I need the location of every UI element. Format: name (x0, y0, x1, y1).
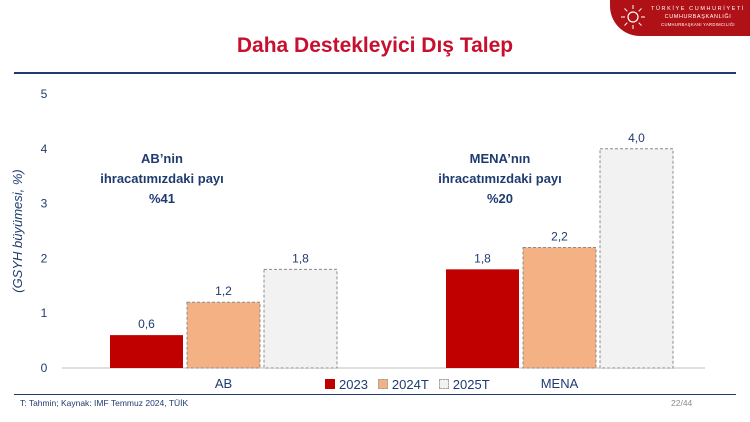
presidency-logo: TÜRKİYE CUMHURİYETİ CUMHURBAŞKANLIĞI CUM… (610, 0, 750, 36)
chart-legend: 2023 2024T 2025T (325, 376, 500, 392)
legend-label-2024T: 2024T (391, 376, 429, 392)
y-tick-label-3: 3 (41, 197, 48, 211)
bar-MENA-2025T (599, 148, 674, 369)
logo-line-3: CUMHURBAŞKANI YARDIMCILIĞI (661, 22, 735, 27)
title-divider (14, 72, 736, 74)
sun-emblem-icon (621, 5, 645, 29)
legend-swatch-2024T (377, 379, 388, 389)
y-tick-label-4: 4 (41, 142, 48, 156)
legend-item-2024T: 2024T (377, 376, 429, 392)
legend-label-2023: 2023 (339, 376, 368, 392)
annotation-MENA-line-2: ihracatımızdaki payı (438, 171, 562, 186)
bar-MENA-2023 (446, 269, 519, 368)
data-label-MENA-2024T: 2,2 (551, 229, 568, 243)
data-label-MENA-2023: 1,8 (474, 251, 491, 265)
legend-swatch-2023 (325, 379, 335, 389)
y-tick-label-1: 1 (41, 306, 48, 320)
data-label-MENA-2025T: 4,0 (628, 131, 645, 145)
legend-swatch-2025T (438, 379, 449, 389)
bar-AB-2023 (110, 335, 183, 368)
source-note: T: Tahmin; Kaynak: IMF Temmuz 2024, TÜİK (20, 398, 189, 408)
annotation-MENA-line-1: MENA’nın (470, 151, 531, 166)
logo-text: TÜRKİYE CUMHURİYETİ CUMHURBAŞKANLIĞI CUM… (650, 5, 746, 29)
y-tick-label-5: 5 (41, 87, 48, 101)
bar-AB-2024T (186, 301, 261, 369)
legend-item-2023: 2023 (325, 377, 368, 392)
legend-label-2025T: 2025T (452, 376, 490, 392)
logo-line-2: CUMHURBAŞKANLIĞI (664, 14, 732, 20)
annotation-AB-line-2: ihracatımızdaki payı (100, 171, 224, 186)
y-axis-label: (GSYH büyümesi, %) (10, 169, 25, 293)
annotation-AB-line-3: %41 (149, 191, 175, 206)
legend-item-2025T: 2025T (438, 376, 490, 392)
x-tick-label-MENA: MENA (541, 376, 579, 391)
y-tick-label-2: 2 (41, 251, 48, 265)
bar-AB-2025T (263, 268, 338, 369)
footer-divider (14, 394, 736, 395)
data-label-AB-2025T: 1,8 (292, 251, 309, 265)
data-label-AB-2024T: 1,2 (215, 284, 232, 298)
y-tick-label-0: 0 (41, 361, 48, 375)
annotation-MENA-line-3: %20 (487, 191, 513, 206)
page-number: 22/44 (671, 398, 693, 408)
annotation-AB-line-1: AB’nin (141, 151, 183, 166)
logo-line-1: TÜRKİYE CUMHURİYETİ (651, 6, 745, 12)
slide-title: Daha Destekleyici Dış Talep (236, 34, 514, 57)
bar-MENA-2024T (522, 246, 597, 369)
data-label-AB-2023: 0,6 (138, 317, 155, 331)
x-tick-label-AB: AB (215, 376, 232, 391)
